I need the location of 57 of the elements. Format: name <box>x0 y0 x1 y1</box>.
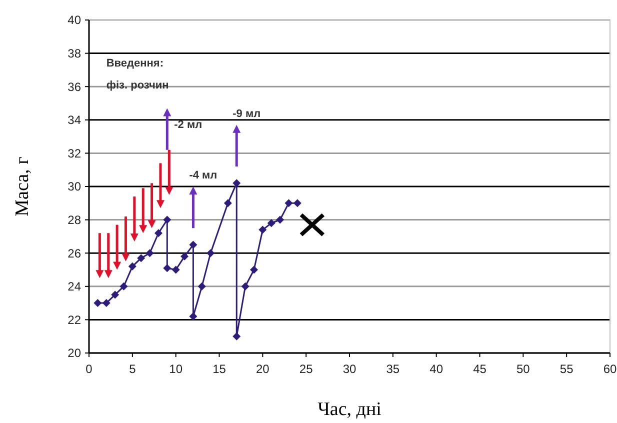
y-tick-label: 32 <box>68 146 82 160</box>
x-tick-label: 60 <box>603 362 617 376</box>
point <box>154 229 162 238</box>
y-tick-label: 22 <box>68 312 82 327</box>
x-tick-label: 25 <box>299 362 314 376</box>
y-tick-label: 34 <box>68 113 82 128</box>
point <box>232 179 241 188</box>
x-tick-label: 50 <box>516 362 530 376</box>
x-tick-label: 35 <box>386 362 400 376</box>
y-tick-label: 24 <box>68 280 82 294</box>
x-tick-label: 10 <box>169 362 183 376</box>
point <box>163 216 172 224</box>
x-tick-label: 30 <box>342 362 356 376</box>
x-axis-title: Час, дні <box>318 399 382 420</box>
point <box>258 226 267 234</box>
point <box>180 252 189 260</box>
point <box>206 249 215 258</box>
point <box>146 249 154 258</box>
point <box>111 290 120 299</box>
annotation: -2 мл <box>174 119 202 132</box>
point <box>120 282 128 290</box>
point <box>163 264 172 272</box>
point <box>198 282 206 290</box>
point <box>172 266 180 274</box>
point <box>189 312 198 320</box>
point <box>267 219 276 228</box>
point <box>128 262 136 270</box>
y-tick-label: 38 <box>68 46 82 60</box>
annotation: Введення: фіз. розчин <box>106 58 169 92</box>
point <box>224 199 232 208</box>
point <box>299 212 326 237</box>
x-tick-label: 20 <box>256 362 270 376</box>
point <box>276 216 284 224</box>
x-tick-label: 55 <box>560 362 574 376</box>
point <box>241 282 250 290</box>
y-axis-title: Маса, г <box>12 156 33 216</box>
annotation: -9 мл <box>232 108 261 120</box>
point <box>137 254 146 262</box>
y-tick-label: 30 <box>68 180 82 194</box>
y-tick-label: 20 <box>68 346 82 360</box>
point <box>94 299 102 308</box>
point <box>189 240 198 249</box>
point <box>284 199 293 208</box>
x-tick-label: 45 <box>473 362 487 376</box>
x-tick-label: 15 <box>212 362 226 376</box>
x-tick-label: 0 <box>86 362 93 376</box>
y-tick-label: 36 <box>68 80 82 94</box>
y-tick-label: 40 <box>68 13 82 28</box>
point <box>250 266 258 274</box>
x-tick-label: 40 <box>430 362 444 376</box>
point <box>102 299 110 308</box>
y-tick-label: 28 <box>68 213 82 227</box>
x-tick-label: 5 <box>129 362 136 376</box>
y-tick-label: 26 <box>68 246 82 260</box>
point <box>293 199 302 208</box>
point <box>232 332 241 340</box>
annotation: -4 мл <box>189 170 218 182</box>
